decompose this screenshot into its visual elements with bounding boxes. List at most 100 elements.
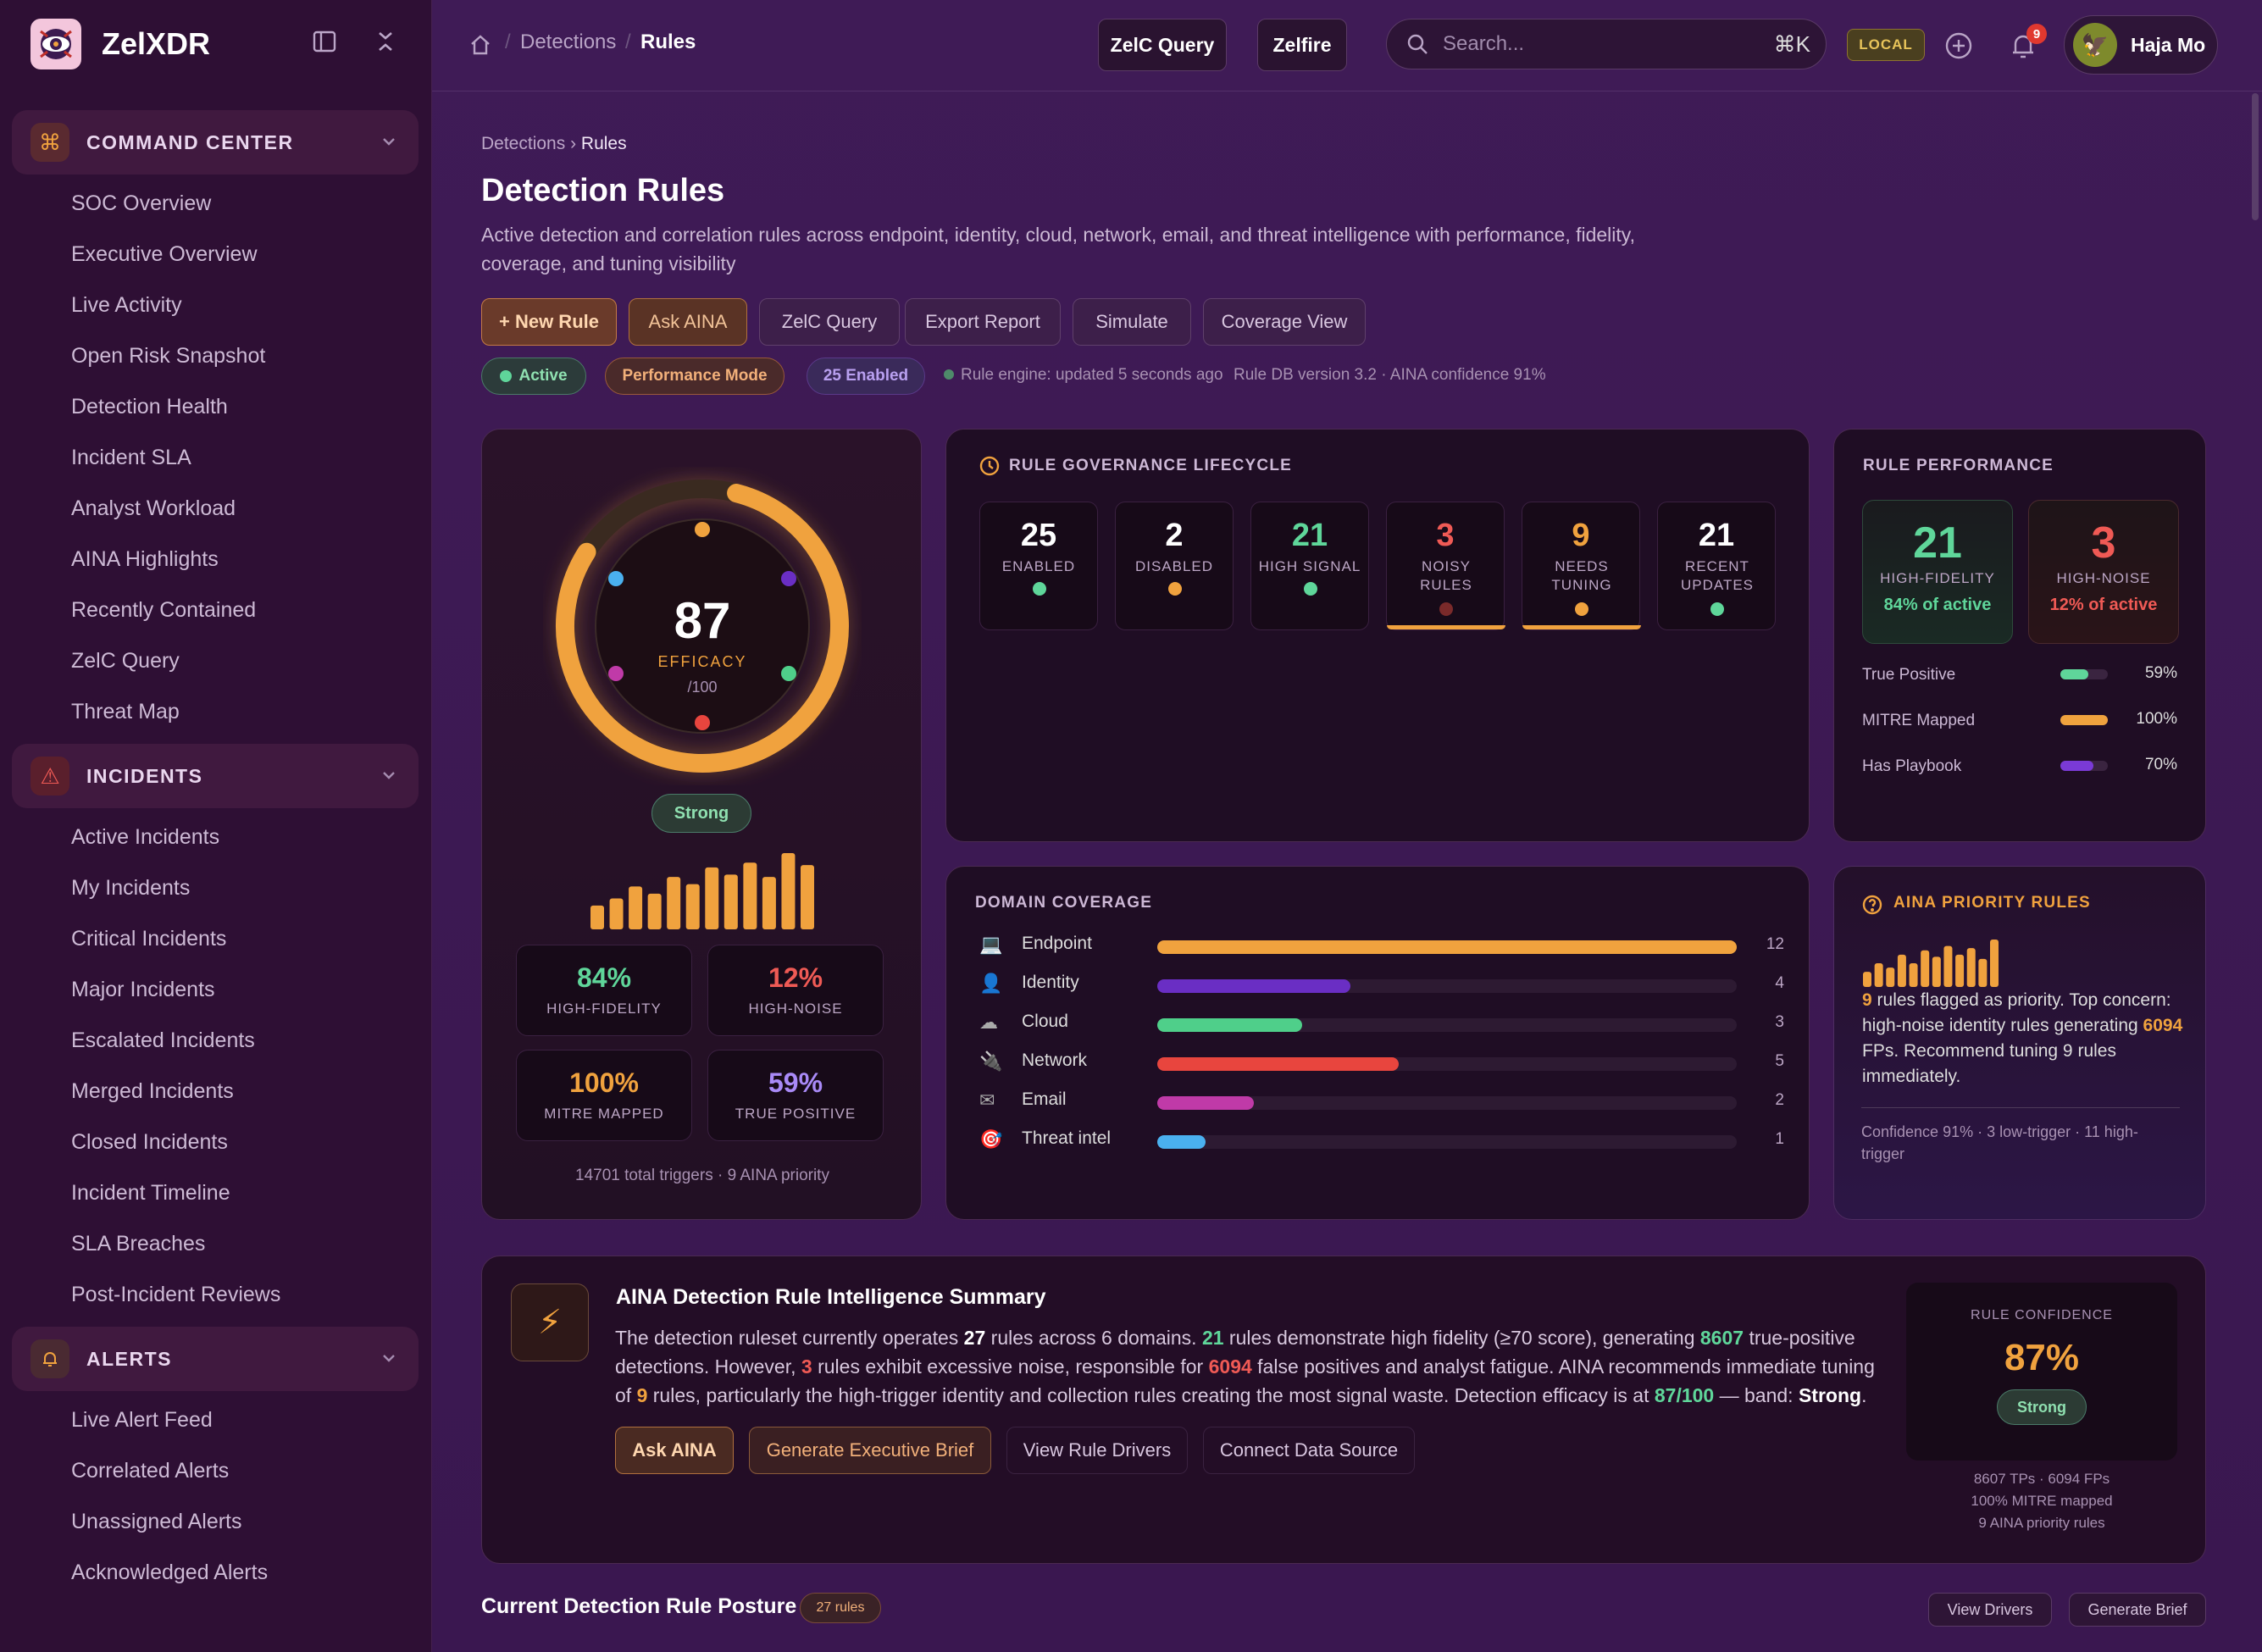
sidebar-item-executive-overview[interactable]: Executive Overview xyxy=(71,242,258,266)
summary-ask-aina-button[interactable]: Ask AINA xyxy=(615,1427,734,1474)
aina-priority-footer: Confidence 91% · 3 low-trigger · 11 high… xyxy=(1861,1123,2138,1162)
false-positive-count: 6094 xyxy=(1208,1355,1252,1378)
view-rule-drivers-button[interactable]: View Rule Drivers xyxy=(1006,1427,1188,1474)
domain-row-identity: 👤 Identity 4 xyxy=(979,973,1784,998)
efficacy-max: /100 xyxy=(687,679,717,696)
efficacy-value: 87/100 xyxy=(1654,1384,1715,1406)
confidence-band-badge: Strong xyxy=(1997,1389,2087,1425)
sidebar-item-sla-breaches[interactable]: SLA Breaches xyxy=(71,1232,206,1256)
sidebar-item-live-alert-feed[interactable]: Live Alert Feed xyxy=(71,1408,213,1432)
collapse-icon[interactable] xyxy=(373,29,402,58)
sidebar-item-open-risk-snapshot[interactable]: Open Risk Snapshot xyxy=(71,344,266,368)
section-alerts[interactable]: ALERTS xyxy=(12,1327,419,1391)
domain-row-email: ✉ Email 2 xyxy=(979,1089,1784,1115)
connect-data-source-button[interactable]: Connect Data Source xyxy=(1203,1427,1415,1474)
add-icon[interactable] xyxy=(1942,29,1976,63)
sidebar-item-my-incidents[interactable]: My Incidents xyxy=(71,876,191,900)
perf-pct-true-positive: 59% xyxy=(2144,664,2177,682)
breadcrumb-parent[interactable]: Detections xyxy=(481,134,566,153)
gauge-dot xyxy=(781,571,796,586)
sidebar-item-incident-timeline[interactable]: Incident Timeline xyxy=(71,1181,230,1205)
sidebar-item-correlated-alerts[interactable]: Correlated Alerts xyxy=(71,1459,230,1483)
avatar: 🦅 xyxy=(2073,23,2117,67)
section-label: INCIDENTS xyxy=(86,764,203,787)
generate-brief-button[interactable]: Generate Brief xyxy=(2069,1593,2206,1627)
stat-value: 21 xyxy=(1291,518,1328,553)
domain-bar-fill xyxy=(1157,1018,1302,1032)
sidebar-item-live-activity[interactable]: Live Activity xyxy=(71,293,182,317)
stat-value: 3 xyxy=(1436,518,1455,553)
user-menu[interactable]: 🦅 Haja Mo xyxy=(2064,15,2218,75)
summary-text-part: The detection ruleset currently operates xyxy=(615,1327,964,1349)
sidebar-item-aina-highlights[interactable]: AINA Highlights xyxy=(71,547,219,571)
priority-count: 9 xyxy=(1862,990,1872,1010)
stat-enabled: 25 ENABLED xyxy=(979,502,1098,630)
sidebar-item-active-incidents[interactable]: Active Incidents xyxy=(71,825,220,849)
domain-count: 2 xyxy=(1775,1091,1784,1109)
new-rule-button[interactable]: + New Rule xyxy=(481,298,617,346)
sidebar-item-post-incident-reviews[interactable]: Post-Incident Reviews xyxy=(71,1283,281,1306)
sidebar-item-recently-contained[interactable]: Recently Contained xyxy=(71,598,257,622)
status-dot xyxy=(1304,582,1317,596)
domain-count: 5 xyxy=(1775,1052,1784,1070)
sidebar-item-analyst-workload[interactable]: Analyst Workload xyxy=(71,496,236,520)
gauge-arc xyxy=(556,484,849,773)
breadcrumb-rules[interactable]: Rules xyxy=(640,30,696,53)
sidebar-item-closed-incidents[interactable]: Closed Incidents xyxy=(71,1130,228,1154)
generate-executive-brief-button[interactable]: Generate Executive Brief xyxy=(749,1427,991,1474)
sidebar-item-escalated-incidents[interactable]: Escalated Incidents xyxy=(71,1028,255,1052)
breadcrumb-detections[interactable]: Detections xyxy=(520,30,617,53)
simulate-button[interactable]: Simulate xyxy=(1073,298,1191,346)
notifications-button[interactable]: 9 xyxy=(2006,24,2047,63)
perf-bar-fill xyxy=(2060,715,2108,725)
sidebar-item-acknowledged-alerts[interactable]: Acknowledged Alerts xyxy=(71,1561,269,1584)
sidebar-item-zelc-query[interactable]: ZelC Query xyxy=(71,649,180,673)
section-command-center[interactable]: ⌘ COMMAND CENTER xyxy=(12,110,419,175)
tile-label: HIGH-NOISE xyxy=(748,1001,843,1017)
spark-bar xyxy=(801,865,814,929)
spark-bar xyxy=(724,874,738,929)
coverage-view-button[interactable]: Coverage View xyxy=(1203,298,1366,346)
spark-bar xyxy=(1932,956,1941,987)
rule-engine-status: Rule engine: updated 5 seconds ago xyxy=(944,366,1223,385)
sidebar-item-unassigned-alerts[interactable]: Unassigned Alerts xyxy=(71,1510,242,1533)
lifecycle-title: RULE GOVERNANCE LIFECYCLE xyxy=(1009,457,1293,474)
efficacy-band: Strong xyxy=(1798,1384,1862,1406)
summary-text: The detection ruleset currently operates… xyxy=(615,1323,1877,1410)
sidebar-item-critical-incidents[interactable]: Critical Incidents xyxy=(71,927,227,951)
perf-pct-has-playbook: 70% xyxy=(2144,756,2177,773)
brand[interactable]: ZelXDR xyxy=(30,17,210,71)
confidence-detail-1: 8607 TPs · 6094 FPs xyxy=(1973,1471,2110,1487)
sidebar-item-major-incidents[interactable]: Major Incidents xyxy=(71,978,215,1001)
ask-aina-button[interactable]: Ask AINA xyxy=(629,298,747,346)
spark-bar xyxy=(1978,958,1988,987)
search-box[interactable]: Search... ⌘K xyxy=(1386,19,1827,69)
spark-bar xyxy=(590,905,604,929)
performance-mode-badge: Performance Mode xyxy=(605,358,784,395)
stat-label: NOISY RULES xyxy=(1420,558,1472,593)
sidebar-item-soc-overview[interactable]: SOC Overview xyxy=(71,191,212,215)
sidebar-item-merged-incidents[interactable]: Merged Incidents xyxy=(71,1079,234,1103)
top-bar: / Detections / Rules ZelC Query Zelfire … xyxy=(432,0,2262,91)
sidebar-item-threat-map[interactable]: Threat Map xyxy=(71,700,180,723)
highlight-bar xyxy=(1522,625,1641,629)
view-drivers-button[interactable]: View Drivers xyxy=(1928,1593,2052,1627)
domain-count: 1 xyxy=(1775,1130,1784,1148)
cloud-icon: ☁ xyxy=(979,1012,998,1033)
export-report-button[interactable]: Export Report xyxy=(905,298,1061,346)
section-incidents[interactable]: ⚠ INCIDENTS xyxy=(12,744,419,808)
summary-title: AINA Detection Rule Intelligence Summary xyxy=(616,1285,1046,1309)
sidebar-item-detection-health[interactable]: Detection Health xyxy=(71,395,228,419)
zelfire-button[interactable]: Zelfire xyxy=(1257,19,1347,71)
zelc-query-action-button[interactable]: ZelC Query xyxy=(759,298,900,346)
stat-needs-tuning: 9 NEEDS TUNING xyxy=(1522,502,1641,630)
sidebar-item-incident-sla[interactable]: Incident SLA xyxy=(71,446,191,469)
domain-bar-fill xyxy=(1157,1096,1254,1110)
spark-bar xyxy=(743,862,757,929)
scrollbar[interactable] xyxy=(2252,93,2259,220)
sidebar-toggle-icon[interactable] xyxy=(312,29,341,58)
perf-label-mitre-mapped: MITRE Mapped xyxy=(1862,712,1976,729)
search-input[interactable]: Search... xyxy=(1443,32,1525,55)
home-icon[interactable] xyxy=(468,32,493,58)
zelc-query-button[interactable]: ZelC Query xyxy=(1098,19,1227,71)
